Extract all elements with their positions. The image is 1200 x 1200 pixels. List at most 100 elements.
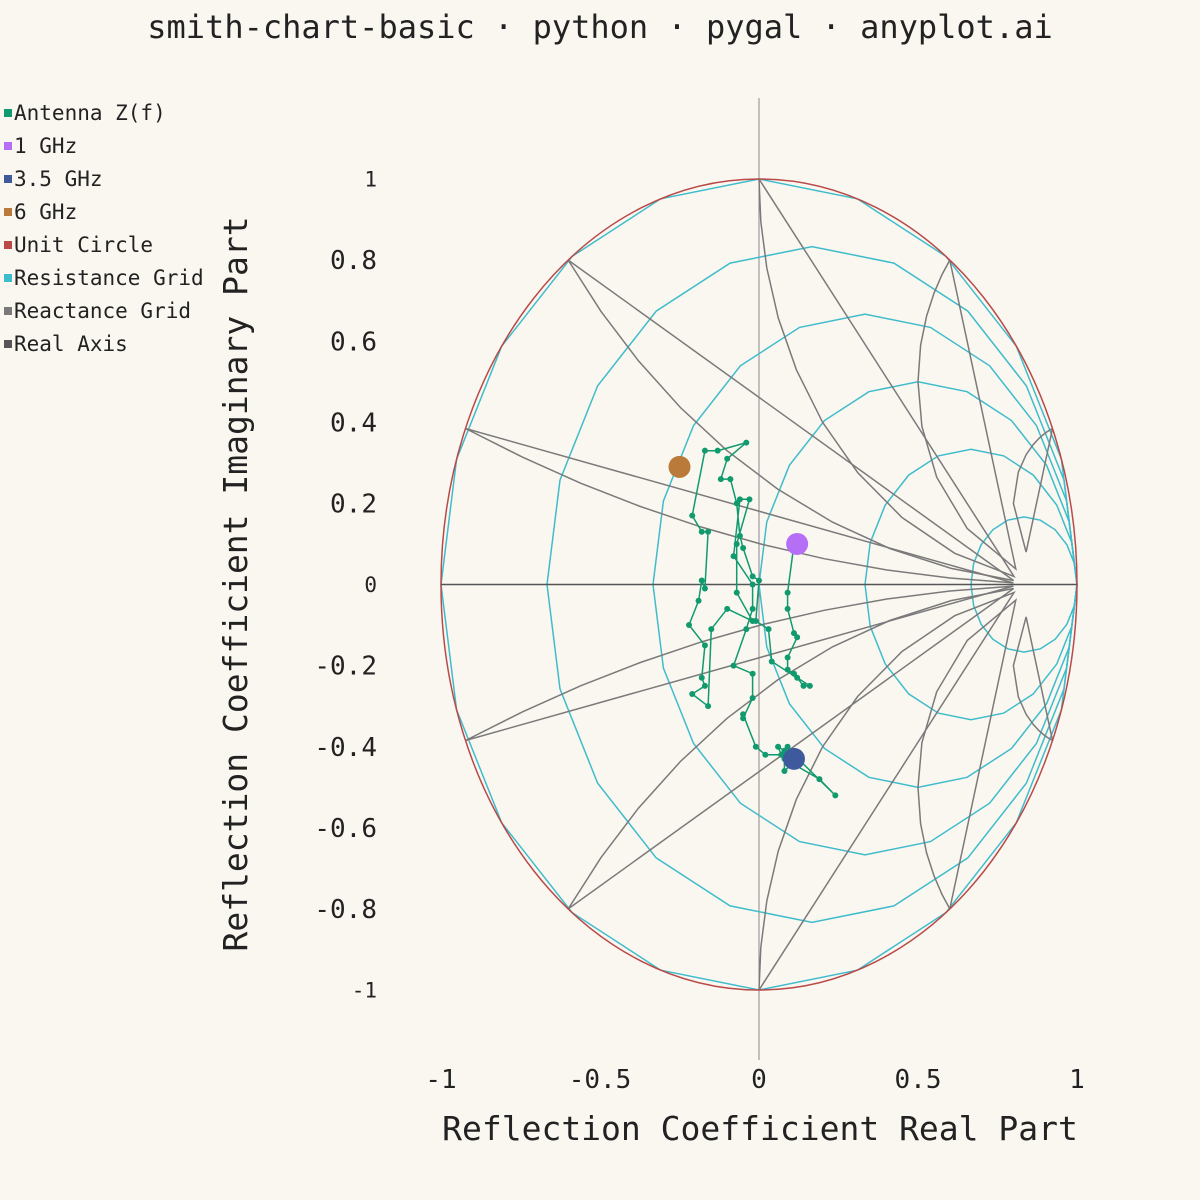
legend-swatch xyxy=(4,208,12,216)
antenna-point-29 xyxy=(698,577,705,584)
antenna-point-24 xyxy=(701,447,708,454)
antenna-trace-line xyxy=(688,441,836,796)
legend-swatch xyxy=(4,109,12,117)
marker-6-ghz xyxy=(668,455,691,478)
grid-layer xyxy=(440,98,1078,1060)
antenna-point-40 xyxy=(733,589,740,596)
reactance-arc-neg-0.2 xyxy=(465,585,1014,742)
antenna-point-42 xyxy=(746,496,753,503)
antenna-point-11 xyxy=(768,658,775,665)
antenna-point-46 xyxy=(749,605,756,612)
antenna-point-22 xyxy=(743,439,750,446)
antenna-point-1 xyxy=(784,589,791,596)
y-tick-label: -0.6 xyxy=(314,814,377,844)
antenna-point-18 xyxy=(733,500,740,507)
legend-label: Resistance Grid xyxy=(14,266,204,290)
y-tick-label: 0.4 xyxy=(330,408,377,438)
antenna-point-49 xyxy=(749,670,756,677)
antenna-point-28 xyxy=(701,585,708,592)
x-tick-label: -0.5 xyxy=(569,1065,632,1095)
antenna-point-3 xyxy=(790,630,797,637)
reactance-arc-neg-0.5 xyxy=(567,587,1015,910)
antenna-point-31 xyxy=(686,622,693,629)
antenna-point-4 xyxy=(794,634,801,641)
antenna-point-56 xyxy=(775,743,782,750)
x-tick-label: 0 xyxy=(751,1065,767,1095)
antenna-point-58 xyxy=(784,743,791,750)
marker-3-5-ghz xyxy=(782,747,805,770)
antenna-point-32 xyxy=(701,642,708,649)
x-tick-label: 0.5 xyxy=(895,1065,942,1095)
antenna-point-8 xyxy=(800,682,807,689)
x-tick-label: -1 xyxy=(425,1065,456,1095)
antenna-point-27 xyxy=(705,528,712,535)
antenna-point-34 xyxy=(701,682,708,689)
y-tick-label: 0 xyxy=(364,573,377,597)
antenna-point-25 xyxy=(689,512,696,519)
legend-label: Antenna Z(f) xyxy=(14,101,166,125)
antenna-point-6 xyxy=(784,666,791,673)
reactance-arc-pos-0.5 xyxy=(567,259,1015,582)
y-tick-label: -0.4 xyxy=(314,733,377,763)
antenna-point-17 xyxy=(736,532,743,539)
antenna-point-43 xyxy=(736,496,743,503)
reactance-arc-pos-2 xyxy=(917,259,1017,571)
antenna-point-50 xyxy=(749,695,756,702)
antenna-point-48 xyxy=(730,662,737,669)
antenna-point-19 xyxy=(727,476,734,483)
y-tick-label: 0.2 xyxy=(330,490,377,520)
antenna-point-7 xyxy=(790,670,797,677)
antenna-point-63 xyxy=(781,768,788,775)
tick-layer: -1 -0.5 0 0.5 1 1 0.8 0.6 0.4 0.2 0 -0.2 -0.4 -0.6 -0.… xyxy=(314,167,1084,1095)
legend: Antenna Z(f) 1 GHz 3.5 GHz 6 GHz Unit Circle… xyxy=(4,101,204,356)
legend-label: Unit Circle xyxy=(14,233,153,257)
legend-swatch xyxy=(4,175,12,183)
y-tick-label: 0.8 xyxy=(330,246,377,276)
legend-label: 1 GHz xyxy=(14,134,77,158)
antenna-point-60 xyxy=(832,792,839,799)
antenna-point-21 xyxy=(724,455,731,462)
antenna-point-5 xyxy=(784,654,791,661)
antenna-point-45 xyxy=(749,581,756,588)
y-tick-label: 0.6 xyxy=(330,327,377,357)
x-tick-label: 1 xyxy=(1069,1065,1085,1095)
y-tick-label: 1 xyxy=(364,167,377,191)
x-axis-title: Reflection Coefficient Real Part xyxy=(442,1109,1078,1148)
antenna-point-54 xyxy=(762,751,769,758)
antenna-point-15 xyxy=(749,573,756,580)
antenna-point-39 xyxy=(749,617,756,624)
antenna-point-9 xyxy=(806,682,813,689)
antenna-point-44 xyxy=(730,553,737,560)
antenna-point-35 xyxy=(689,690,696,697)
antenna-point-2 xyxy=(784,605,791,612)
legend-swatch xyxy=(4,340,12,348)
legend-swatch xyxy=(4,274,12,282)
antenna-point-41 xyxy=(733,540,740,547)
reactance-arc-pos-5 xyxy=(1012,427,1054,553)
antenna-point-20 xyxy=(717,476,724,483)
y-axis-title: Reflection Coefficient Imaginary Part xyxy=(216,216,255,951)
antenna-point-10 xyxy=(794,674,801,681)
reactance-arc-neg-2 xyxy=(917,598,1017,910)
y-tick-label: -0.2 xyxy=(314,652,377,682)
legend-label: 6 GHz xyxy=(14,200,77,224)
reactance-arc-pos-1 xyxy=(758,178,1016,579)
antenna-point-38 xyxy=(724,605,731,612)
reactance-arc-pos-0.2 xyxy=(465,427,1014,584)
antenna-point-16 xyxy=(740,545,747,552)
reactance-arc-neg-1 xyxy=(758,590,1016,991)
antenna-point-53 xyxy=(752,743,759,750)
legend-label: Reactance Grid xyxy=(14,299,191,323)
chart-title: smith-chart-basic · python · pygal · any… xyxy=(147,8,1052,46)
antenna-point-30 xyxy=(695,597,702,604)
antenna-point-12 xyxy=(765,626,772,633)
y-tick-label: -1 xyxy=(352,978,377,1002)
antenna-point-37 xyxy=(708,626,715,633)
reactance-arc-neg-5 xyxy=(1012,616,1054,742)
y-tick-label: -0.8 xyxy=(314,895,377,925)
marker-1-ghz xyxy=(786,532,809,555)
legend-swatch xyxy=(4,307,12,315)
antenna-point-47 xyxy=(743,626,750,633)
